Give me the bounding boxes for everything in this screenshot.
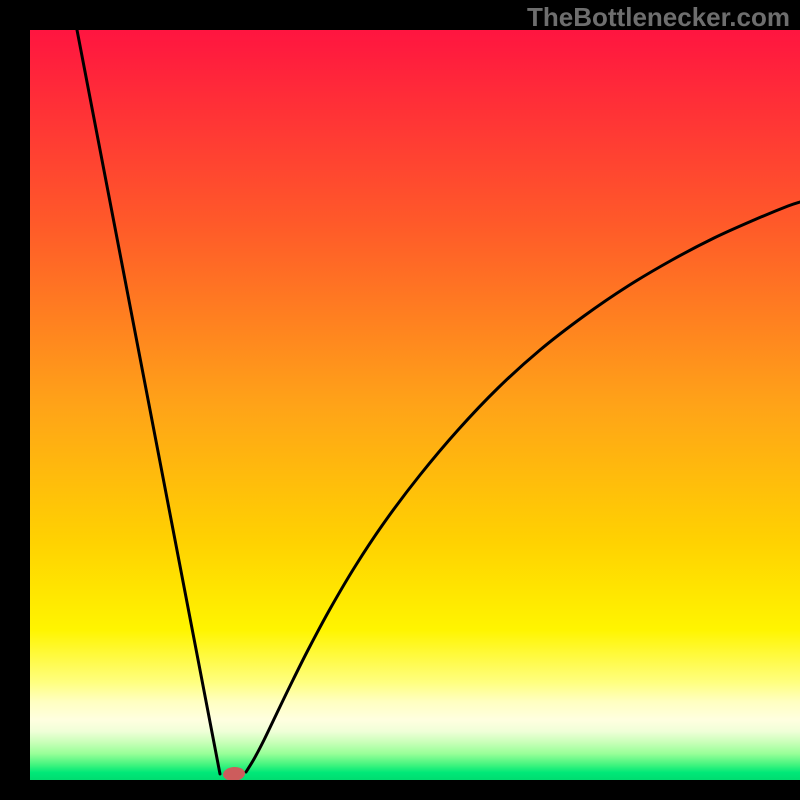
plot-area bbox=[30, 30, 800, 780]
gradient-background bbox=[30, 30, 800, 780]
plot-svg bbox=[30, 30, 800, 780]
watermark-text: TheBottlenecker.com bbox=[527, 2, 790, 33]
chart-container: TheBottlenecker.com bbox=[0, 0, 800, 800]
